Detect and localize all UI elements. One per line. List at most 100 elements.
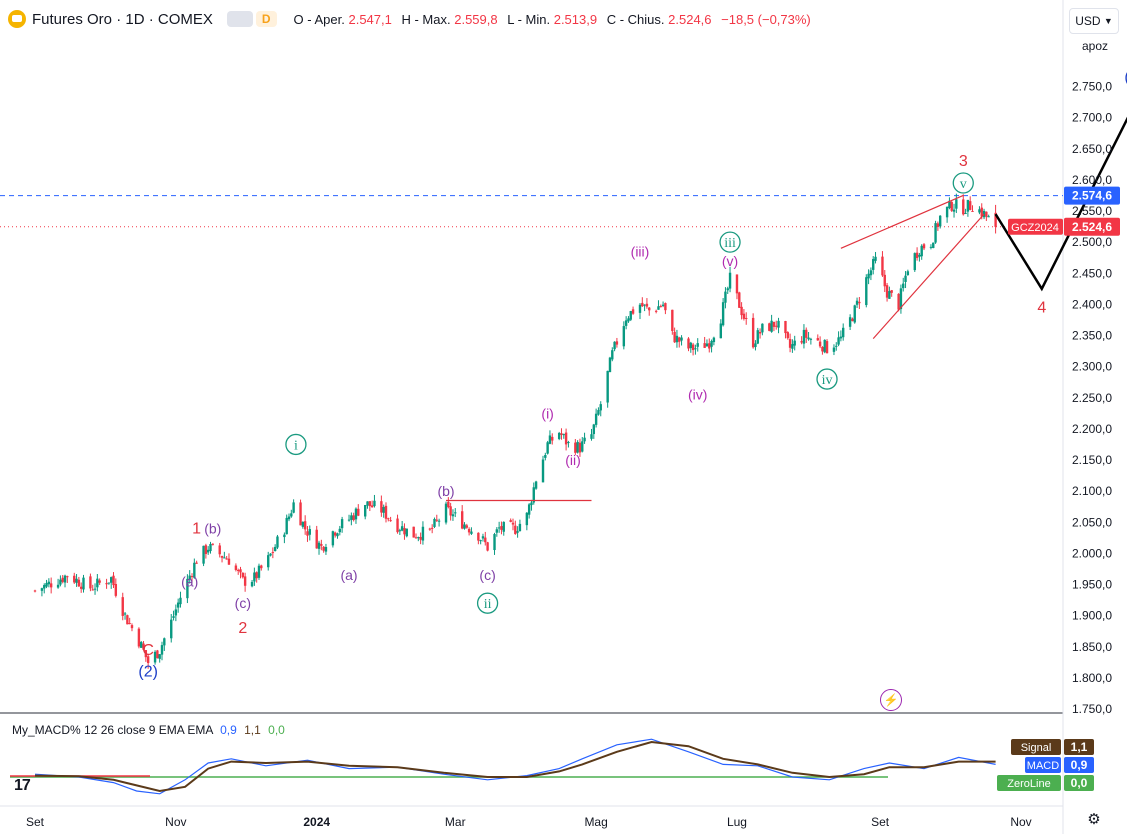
candle-body: [883, 274, 886, 287]
candle-body: [174, 609, 178, 616]
candle-body: [331, 531, 335, 546]
candle-body: [140, 641, 143, 648]
candle-body: [724, 291, 727, 303]
candle-body: [918, 254, 921, 257]
candle-body: [451, 514, 455, 517]
candle-body: [777, 320, 780, 328]
gear-icon[interactable]: ⚙: [1087, 811, 1101, 828]
wave-label: (3): [1124, 69, 1127, 86]
candle-body: [678, 337, 681, 342]
candle-body: [495, 529, 499, 533]
last-price-tag: [1064, 186, 1120, 205]
candle-body: [437, 520, 441, 522]
price-tick-label: 2.300,0: [1072, 360, 1112, 374]
candle-body: [179, 597, 182, 605]
candle-body: [728, 272, 732, 289]
lightning-icon[interactable]: ⚡: [880, 689, 902, 711]
candle-body: [696, 343, 699, 347]
candle-body: [283, 534, 286, 538]
chevron-down-icon: ▼: [1103, 16, 1113, 26]
candle-body: [527, 504, 531, 515]
currency-label: USD: [1075, 14, 1101, 28]
candle-body: [384, 505, 388, 519]
candle-body: [659, 306, 662, 308]
candle-body: [821, 346, 824, 352]
candle-body: [606, 370, 609, 403]
candle-body: [66, 576, 69, 578]
candle-body: [389, 520, 392, 522]
delayed-badge[interactable]: D: [255, 11, 277, 27]
candle-body: [290, 513, 293, 517]
time-tick-label: 2024: [303, 815, 330, 829]
time-tick-label: Nov: [165, 815, 186, 829]
candle-body: [315, 529, 318, 549]
symbol-title[interactable]: Futures Oro · 1D · COMEX: [32, 10, 213, 28]
candle-body: [287, 516, 291, 520]
candle-body: [761, 323, 764, 333]
open-value: 2.547,1: [348, 11, 392, 27]
candle-body: [43, 585, 46, 589]
candle-body: [624, 320, 628, 326]
candle-body: [708, 343, 711, 349]
macd-tag-value: 1,1: [1071, 740, 1088, 754]
candle-body: [144, 650, 148, 658]
candle-body: [597, 410, 600, 415]
candle-body: [481, 536, 485, 539]
wave-label: ii: [484, 597, 492, 612]
candle-body: [250, 581, 254, 587]
candle-body: [805, 329, 808, 338]
candle-body: [460, 511, 464, 529]
candle-body: [987, 216, 990, 218]
currency-select[interactable]: USD ▼: [1069, 8, 1119, 34]
candle-body: [320, 544, 323, 546]
tradingview-logo[interactable]: 17: [14, 777, 31, 794]
candle-body: [301, 521, 305, 527]
candle-body: [511, 522, 515, 525]
candle-body: [303, 521, 307, 530]
toggle-icon[interactable]: [226, 11, 253, 27]
candle-body: [645, 303, 649, 307]
candle-body: [56, 584, 60, 588]
candle-body: [920, 245, 923, 257]
scale-button[interactable]: apoz: [1071, 34, 1119, 58]
trend-line: [872, 213, 985, 340]
candle-body: [398, 530, 402, 532]
price-tick-label: 2.450,0: [1072, 266, 1112, 280]
candle-body: [77, 579, 81, 587]
candle-body: [218, 545, 221, 555]
candle-body: [366, 501, 369, 506]
open-label: O - Aper.: [293, 11, 345, 27]
candle-body: [932, 242, 935, 249]
candle-body: [49, 583, 53, 588]
candle-body: [163, 638, 166, 646]
wave-label-circle: [719, 231, 741, 253]
candle-body: [285, 517, 288, 535]
candle-body: [867, 273, 870, 279]
candle-body: [872, 259, 875, 270]
wave-label: i: [294, 438, 298, 453]
candle-body: [964, 212, 967, 214]
candle-body: [881, 256, 884, 276]
candle-body: [560, 433, 563, 435]
candles: [33, 193, 997, 669]
candle-body: [583, 437, 586, 442]
macd-legend-name: My_MACD% 12 26 close 9 EMA EMA: [12, 723, 213, 737]
last-price-value: 2.574,6: [1072, 189, 1112, 203]
candle-body: [613, 341, 616, 350]
candle-body: [638, 304, 642, 313]
time-tick-label: Set: [26, 815, 45, 829]
candle-body: [463, 524, 466, 529]
candle-body: [576, 441, 579, 453]
candle-body: [227, 558, 231, 565]
candle-body: [832, 347, 836, 352]
wave-label: (v): [722, 253, 738, 269]
candle-body: [387, 518, 390, 520]
candle-body: [791, 344, 794, 349]
macd-legend-value: 0,9: [220, 723, 237, 737]
candle-body: [500, 526, 503, 530]
candle-body: [225, 558, 228, 560]
wave-label: 4: [1037, 299, 1046, 316]
candle-body: [170, 619, 173, 639]
wave-label: (c): [235, 595, 251, 611]
